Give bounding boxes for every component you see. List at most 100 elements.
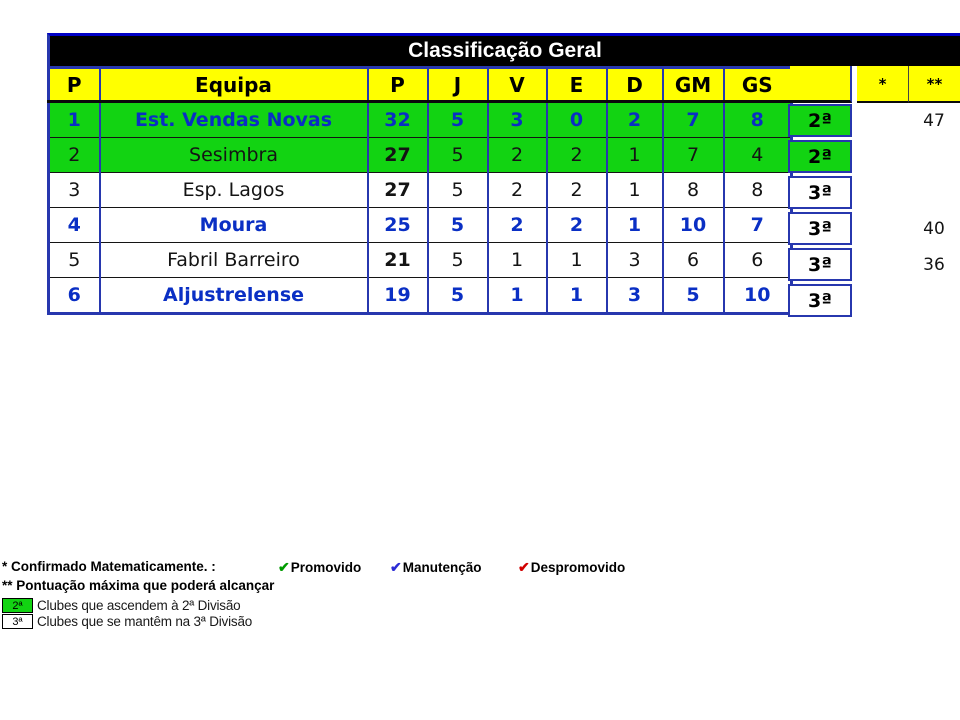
max-points-value: 47 (923, 111, 945, 131)
losses-cell: 3 (605, 242, 664, 278)
legend-line1-label: * Confirmado Matematicamente. : (2, 559, 216, 574)
goals-against-cell: 7 (722, 207, 793, 243)
table-row: 4 Moura 25 5 2 2 1 10 7 (47, 207, 793, 243)
points-cell: 19 (366, 277, 429, 314)
draws-cell: 0 (545, 101, 608, 138)
max-points-value: 40 (923, 219, 945, 239)
legend-item-relegated: ✔Despromovido (518, 559, 625, 576)
played-cell: 5 (426, 101, 489, 138)
draws-cell: 1 (545, 277, 608, 314)
team-cell: Moura (98, 207, 369, 243)
points-cell: 32 (366, 101, 429, 138)
legend-item-maintained: ✔Manutenção (390, 559, 482, 576)
wins-cell: 1 (486, 277, 548, 314)
played-cell: 5 (426, 242, 489, 278)
division-badge: 3ª (788, 248, 852, 281)
division-badge: 3ª (788, 212, 852, 245)
legend-3a-box: 3ª (2, 614, 33, 629)
goals-against-cell: 6 (722, 242, 793, 278)
division-badge: 3ª (788, 176, 852, 209)
col-header-team: Equipa (98, 67, 369, 103)
col-header-points: P (366, 67, 429, 103)
legend-item-label: Despromovido (530, 560, 626, 575)
header-row: P Equipa P J V E D GM GS (47, 67, 793, 103)
legend-item-promoted: ✔Promovido (278, 559, 361, 576)
goals-for-cell: 10 (661, 207, 725, 243)
goals-for-cell: 6 (661, 242, 725, 278)
team-cell: Esp. Lagos (98, 172, 369, 208)
draws-cell: 1 (545, 242, 608, 278)
goals-against-cell: 8 (722, 172, 793, 208)
wins-cell: 3 (486, 101, 548, 138)
division-badge: 3ª (788, 284, 852, 317)
draws-cell: 2 (545, 137, 608, 173)
goals-against-cell: 8 (722, 101, 793, 138)
losses-cell: 3 (605, 277, 664, 314)
team-cell: Aljustrelense (98, 277, 369, 314)
goals-for-cell: 8 (661, 172, 725, 208)
check-icon: ✔ (518, 559, 530, 575)
max-points-value: 36 (923, 255, 945, 275)
wins-cell: 1 (486, 242, 548, 278)
position-cell: 2 (47, 137, 101, 173)
team-cell: Fabril Barreiro (98, 242, 369, 278)
legend-item-label: Promovido (290, 560, 362, 575)
played-cell: 5 (426, 137, 489, 173)
played-cell: 5 (426, 172, 489, 208)
max-points-value (908, 175, 960, 211)
col-header-position: P (47, 67, 101, 103)
max-points-value (908, 139, 960, 175)
table-row: 5 Fabril Barreiro 21 5 1 1 3 6 6 (47, 242, 793, 278)
legend-2a-text: Clubes que ascendem à 2ª Divisão (37, 598, 241, 613)
col-header-wins: V (486, 67, 548, 103)
col-header-losses: D (605, 67, 664, 103)
position-cell: 6 (47, 277, 101, 314)
wins-cell: 2 (486, 207, 548, 243)
table-title-bar: Classificação Geral (47, 33, 960, 66)
col-header-goals-for: GM (661, 67, 725, 103)
table-row: 1 Est. Vendas Novas 32 5 3 0 2 7 8 (47, 101, 793, 138)
table-row: 2 Sesimbra 27 5 2 2 1 7 4 (47, 137, 793, 173)
draws-cell: 2 (545, 172, 608, 208)
division-column-header (790, 66, 852, 103)
check-icon: ✔ (278, 559, 290, 575)
position-cell: 1 (47, 101, 101, 138)
legend-2a-box: 2ª (2, 598, 33, 613)
goals-for-cell: 7 (661, 101, 725, 138)
division-badge: 2ª (788, 140, 852, 173)
losses-cell: 1 (605, 172, 664, 208)
table-row: 3 Esp. Lagos 27 5 2 2 1 8 8 (47, 172, 793, 208)
points-cell: 25 (366, 207, 429, 243)
table-title: Classificação Geral (408, 39, 602, 62)
draws-cell: 2 (545, 207, 608, 243)
played-cell: 5 (426, 207, 489, 243)
table-row: 6 Aljustrelense 19 5 1 1 3 5 10 (47, 277, 793, 314)
col-header-max-points: ** (908, 66, 960, 103)
wins-cell: 2 (486, 172, 548, 208)
losses-cell: 1 (605, 207, 664, 243)
position-cell: 5 (47, 242, 101, 278)
team-cell: Sesimbra (98, 137, 369, 173)
check-icon: ✔ (390, 559, 402, 575)
col-header-star: * (857, 66, 908, 103)
goals-for-cell: 7 (661, 137, 725, 173)
played-cell: 5 (426, 277, 489, 314)
position-cell: 4 (47, 207, 101, 243)
col-header-played: J (426, 67, 489, 103)
standings-table: P Equipa P J V E D GM GS 1 Est. Vendas N… (47, 66, 793, 315)
points-cell: 27 (366, 172, 429, 208)
legend-item-label: Manutenção (402, 560, 482, 575)
goals-for-cell: 5 (661, 277, 725, 314)
legend-line2: ** Pontuação máxima que poderá alcançar (2, 578, 275, 593)
division-badge: 2ª (788, 104, 852, 137)
max-points-value (908, 283, 960, 319)
losses-cell: 1 (605, 137, 664, 173)
goals-against-cell: 4 (722, 137, 793, 173)
legend-3a-text: Clubes que se mantêm na 3ª Divisão (37, 614, 253, 629)
position-cell: 3 (47, 172, 101, 208)
team-cell: Est. Vendas Novas (98, 101, 369, 138)
points-cell: 27 (366, 137, 429, 173)
wins-cell: 2 (486, 137, 548, 173)
col-header-draws: E (545, 67, 608, 103)
